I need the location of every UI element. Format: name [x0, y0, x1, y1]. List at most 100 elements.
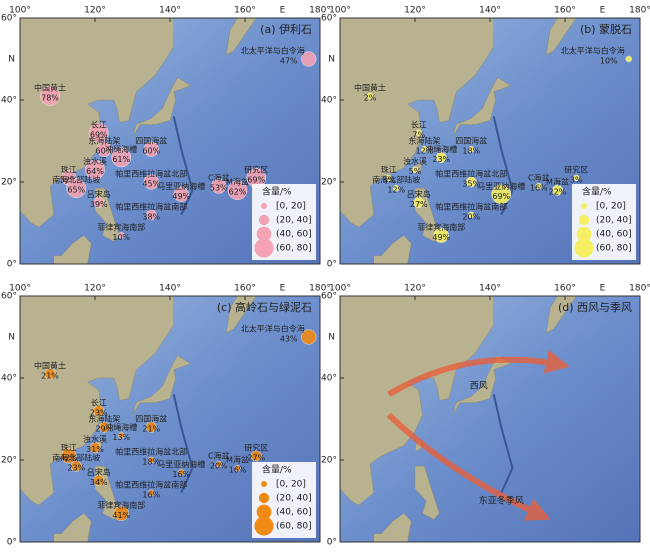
site-name: 马里亚纳海槽 [157, 459, 205, 469]
site-value: 45% [142, 180, 160, 189]
north-label: N [328, 55, 335, 65]
site-name: 南海北部陆坡 [372, 175, 420, 185]
site-value: 3% [382, 175, 395, 184]
lat-tick-label: 20° [1, 456, 17, 466]
site-name: 南海北部陆坡 [52, 453, 100, 463]
site-name: 四国海盆 [135, 414, 167, 424]
site-value: 16% [229, 466, 247, 475]
site-marker [625, 55, 632, 63]
trench [172, 116, 194, 216]
site-marker [98, 421, 110, 433]
site-value: 60% [142, 147, 160, 156]
site-marker [173, 186, 189, 202]
land [132, 77, 192, 138]
site-marker [113, 505, 129, 521]
site-marker [433, 227, 449, 243]
lon-tick-label: 120° [404, 284, 426, 294]
legend-label: (40, 60] [276, 230, 312, 240]
trench [492, 394, 514, 494]
lat-tick-label: 60° [321, 292, 337, 302]
site-marker [88, 123, 109, 143]
site-value: 39% [90, 200, 108, 209]
lat-tick-label: 40° [1, 96, 17, 106]
site-name: 帕里西维拉海盆北部 [435, 169, 507, 179]
site-marker [148, 456, 155, 464]
site-value: 64% [86, 167, 104, 176]
site-name: 帕里西维拉海盆南部 [115, 201, 187, 211]
site-value: 52% [60, 175, 78, 184]
lon-tick-label: 180° [309, 284, 331, 294]
site-marker [415, 129, 422, 137]
land [452, 355, 512, 416]
map-panel: 100° 120° 140° 160° 180° E 60° 40° 20° 0° N (a) 伊利石… [1, 6, 331, 270]
site-name: C海盆 [208, 173, 230, 183]
lon-tick-label: 180° [309, 6, 331, 16]
site-marker [118, 432, 125, 439]
site-value: 22% [549, 188, 567, 197]
legend-marker [261, 481, 267, 487]
site-name: C海盆 [528, 173, 550, 183]
lon-tick-label: 120° [84, 284, 106, 294]
site-marker [573, 174, 580, 182]
site-name: 长江 [91, 397, 107, 407]
site-name: 东海陆架 [408, 136, 440, 146]
site-marker [61, 448, 77, 464]
site-name: 南海北部陆坡 [52, 175, 100, 185]
lon-tick-label: 160° [234, 6, 256, 16]
site-name: 马里亚纳海槽 [157, 181, 205, 191]
legend-marker [258, 214, 270, 226]
legend-label: (20, 40] [276, 494, 312, 504]
land [339, 17, 494, 228]
legend-marker [254, 238, 274, 258]
monsoon-arrow [386, 412, 551, 521]
site-marker [145, 209, 157, 221]
legend-label: (60, 80] [596, 244, 632, 254]
site-value: 20% [462, 212, 480, 221]
site-value: 78% [41, 93, 59, 102]
site-name: 长江 [91, 119, 107, 129]
site-name: 吕宋岛 [87, 189, 111, 199]
east-label: E [600, 6, 606, 16]
site-value: 62% [229, 188, 247, 197]
lat-tick-label: 0° [7, 538, 17, 548]
legend-marker [258, 492, 270, 504]
site-value: 2% [364, 93, 377, 102]
site-marker [89, 442, 101, 454]
site-value: 61% [112, 155, 130, 164]
trench [492, 116, 514, 216]
legend-label: (40, 60] [596, 230, 632, 240]
site-marker [93, 475, 105, 486]
north-label: N [8, 333, 15, 343]
site-name: 浊水溪 [83, 156, 107, 166]
site-marker [393, 184, 400, 192]
site-value: 47% [280, 57, 298, 66]
site-marker [413, 197, 425, 208]
lon-tick-label: 180° [629, 6, 650, 16]
legend-label: [0, 20] [276, 480, 306, 490]
lat-tick-label: 60° [321, 14, 337, 24]
panel-title: (c) 高岭石与绿泥石 [217, 300, 312, 314]
site-value: 49% [432, 233, 450, 242]
site-name: 四国海盆 [135, 136, 167, 146]
site-marker [111, 147, 132, 168]
site-value: 12% [387, 186, 405, 195]
panel-title: (b) 蒙脱石 [580, 22, 632, 36]
lat-tick-label: 0° [327, 538, 337, 548]
site-name: 吕宋岛 [407, 189, 431, 199]
site-marker [234, 465, 241, 472]
site-name: 长江 [411, 119, 427, 129]
land [414, 465, 440, 520]
east-label: E [600, 284, 606, 294]
site-name: 冲绳海槽 [425, 144, 457, 154]
legend-title: 含量/% [262, 186, 292, 198]
lon-tick-label: 140° [159, 6, 181, 16]
land [373, 234, 412, 265]
site-value: 41% [112, 511, 130, 520]
site-marker [491, 184, 512, 205]
land [373, 512, 412, 543]
lon-tick-label: 160° [554, 6, 576, 16]
site-marker [411, 166, 419, 173]
site-value: 3% [570, 175, 583, 184]
site-value: 29% [95, 425, 113, 434]
site-marker [145, 421, 157, 433]
